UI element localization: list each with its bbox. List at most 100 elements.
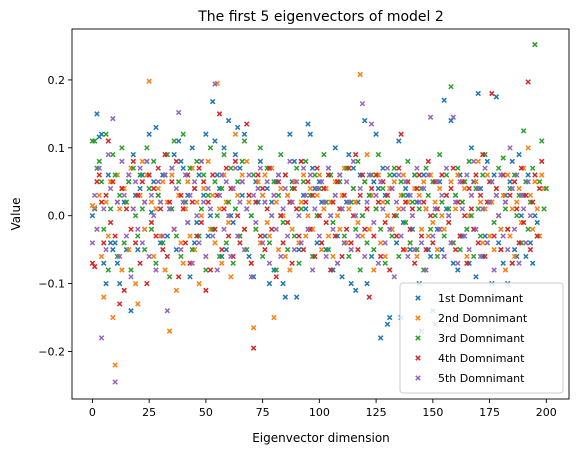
data-point xyxy=(198,219,205,226)
data-point xyxy=(443,192,450,199)
data-point xyxy=(296,246,302,253)
data-point xyxy=(375,260,382,266)
data-point xyxy=(255,172,261,178)
data-point xyxy=(146,172,152,178)
data-point xyxy=(303,192,309,199)
x-axis-label: Eigenvector dimension xyxy=(252,431,390,445)
data-point xyxy=(382,253,388,260)
data-point xyxy=(402,199,409,205)
data-point xyxy=(282,185,289,192)
data-point xyxy=(194,233,200,239)
data-point xyxy=(282,294,289,300)
data-point xyxy=(475,240,481,246)
data-point xyxy=(209,98,216,105)
data-point xyxy=(493,185,500,192)
data-point xyxy=(187,165,193,171)
data-point xyxy=(430,240,436,246)
data-point xyxy=(139,240,146,246)
data-point xyxy=(452,192,459,199)
data-point xyxy=(157,199,164,205)
data-point xyxy=(348,246,354,253)
data-point xyxy=(475,185,481,192)
data-point xyxy=(141,226,148,233)
data-point xyxy=(430,219,436,226)
data-point xyxy=(273,226,279,233)
data-point xyxy=(455,172,461,178)
data-point xyxy=(504,172,511,178)
data-point xyxy=(373,172,379,178)
data-point xyxy=(244,121,250,127)
data-point xyxy=(91,263,98,270)
data-point xyxy=(259,253,266,260)
data-point xyxy=(103,192,109,199)
data-point xyxy=(377,179,384,185)
data-point xyxy=(527,246,534,253)
data-point xyxy=(110,115,116,122)
data-point xyxy=(443,165,450,171)
series-5 xyxy=(89,81,534,385)
data-point xyxy=(278,151,284,158)
data-point xyxy=(205,233,211,239)
data-point xyxy=(325,246,332,253)
data-point xyxy=(132,280,139,287)
data-point xyxy=(237,165,243,171)
data-point xyxy=(173,158,180,165)
data-point xyxy=(296,233,302,239)
data-point xyxy=(101,206,107,212)
data-point xyxy=(411,260,418,266)
data-point xyxy=(459,206,466,212)
data-point xyxy=(89,240,96,246)
data-point xyxy=(423,246,429,253)
data-point xyxy=(130,206,137,212)
data-point xyxy=(112,240,118,246)
data-point xyxy=(339,274,345,280)
data-point xyxy=(191,179,198,185)
data-point xyxy=(393,233,400,239)
data-point xyxy=(296,260,302,266)
data-point xyxy=(484,240,491,246)
data-point xyxy=(219,246,225,253)
data-point xyxy=(160,246,166,253)
data-point xyxy=(366,192,373,199)
data-point xyxy=(430,233,436,239)
data-point xyxy=(221,151,227,158)
data-point xyxy=(518,165,525,171)
data-point xyxy=(287,267,293,273)
data-point xyxy=(364,206,370,212)
data-point xyxy=(150,212,157,219)
data-point xyxy=(241,138,248,144)
data-point xyxy=(119,267,125,273)
data-point xyxy=(303,199,309,205)
legend: 1st Domnimant 2nd Domnimant 3rd Domnimant 4… xyxy=(399,282,564,394)
data-point xyxy=(303,206,309,212)
data-point xyxy=(327,267,334,273)
data-point xyxy=(346,206,352,212)
data-point xyxy=(121,240,127,246)
data-point xyxy=(425,172,432,178)
data-point xyxy=(135,301,141,307)
data-point xyxy=(155,165,161,171)
data-point xyxy=(373,131,379,137)
data-point xyxy=(520,219,527,226)
data-point xyxy=(171,226,177,233)
data-point xyxy=(527,240,534,246)
data-point xyxy=(257,165,264,171)
data-point xyxy=(529,226,536,233)
data-point xyxy=(491,246,497,253)
data-point xyxy=(266,240,273,246)
data-point xyxy=(343,179,350,185)
data-point xyxy=(436,226,443,233)
data-point xyxy=(321,151,327,158)
data-point xyxy=(346,199,352,205)
data-point xyxy=(416,199,422,205)
data-point xyxy=(495,165,502,171)
data-point xyxy=(160,240,166,246)
data-point xyxy=(91,204,98,211)
legend-item: 3rd Domnimant xyxy=(415,332,525,345)
data-point xyxy=(473,172,479,178)
data-point xyxy=(114,199,121,205)
data-point xyxy=(175,179,182,185)
data-point xyxy=(532,41,538,48)
data-point xyxy=(439,172,445,178)
data-point xyxy=(169,165,175,171)
